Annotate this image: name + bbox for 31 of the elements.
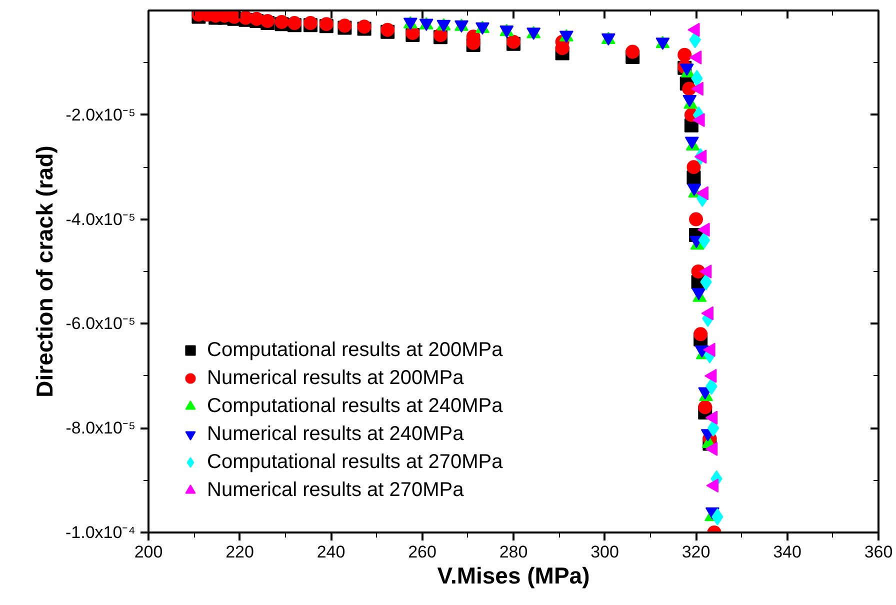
y-tick-label: -2.0x10⁻⁵ <box>66 105 136 124</box>
point <box>689 212 703 226</box>
y-tick-label: -6.0x10⁻⁵ <box>66 314 136 334</box>
point <box>686 160 701 174</box>
legend-label: Numerical results at 270MPa <box>207 478 464 502</box>
legend-label: Computational results at 240MPa <box>207 394 503 418</box>
point <box>260 14 275 28</box>
point <box>694 327 708 342</box>
x-tick-label: 240 <box>316 542 346 562</box>
x-tick-label: 340 <box>773 542 802 562</box>
legend-label: Computational results at 200MPa <box>207 338 503 362</box>
legend-label: Computational results at 270MPa <box>207 450 503 474</box>
y-tick-label: -8.0x10⁻⁵ <box>66 418 136 438</box>
point <box>274 14 289 29</box>
y-tick-label: -4.0x10⁻⁵ <box>66 210 136 229</box>
x-tick-label: 320 <box>682 542 710 562</box>
y-axis-title: Direction of crack (rad) <box>31 146 58 398</box>
x-axis-title: V.Mises (MPa) <box>437 562 590 588</box>
x-tick-label: 260 <box>408 542 436 562</box>
point <box>626 44 640 59</box>
point <box>678 48 692 62</box>
x-tick-label: 360 <box>864 542 893 562</box>
point <box>698 400 712 414</box>
legend-label: Numerical results at 200MPa <box>207 366 464 390</box>
point <box>698 232 710 249</box>
x-tick-label: 220 <box>226 542 254 562</box>
x-tick-label: 300 <box>590 542 619 562</box>
x-tick-label: 280 <box>499 542 528 562</box>
legend-label: Numerical results at 240MPa <box>207 422 464 446</box>
x-tick-label: 200 <box>134 542 163 562</box>
y-tick-label: -1.0x10⁻⁴ <box>65 523 136 542</box>
